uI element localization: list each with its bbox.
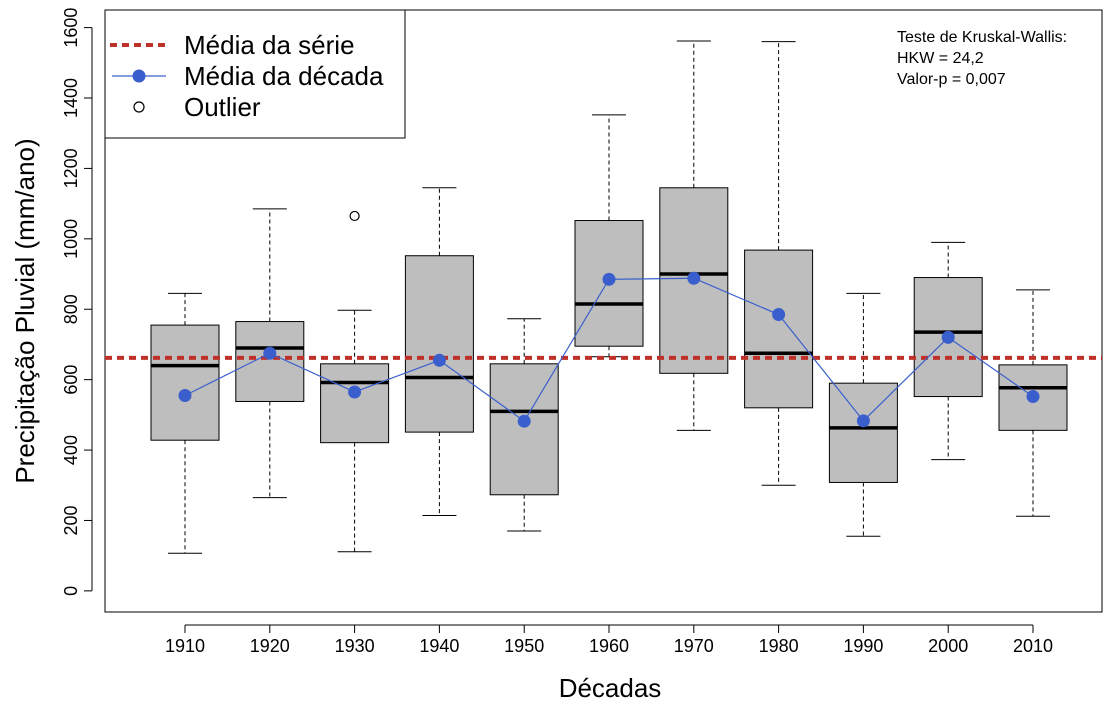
y-tick-label: 800 [61, 294, 81, 324]
box-group [659, 40, 729, 431]
y-axis-title: Precipitação Pluvial (mm/ano) [10, 138, 40, 483]
decade-mean-point [602, 272, 616, 286]
box-group [998, 289, 1068, 517]
decade-mean-point [348, 385, 362, 399]
box-group [320, 210, 390, 553]
y-tick-label: 0 [61, 586, 81, 596]
x-tick-label: 1920 [250, 636, 290, 656]
box-group [913, 241, 983, 461]
decade-mean-point [941, 330, 955, 344]
legend-label-outlier: Outlier [184, 92, 261, 122]
decade-mean-point [772, 308, 786, 322]
y-tick-label: 400 [61, 435, 81, 465]
legend-decade-mean-point [132, 69, 146, 83]
kruskal-wallis-annotation: Teste de Kruskal-Wallis: HKW = 24,2 Valo… [897, 29, 1067, 88]
box-iqr [744, 249, 814, 409]
x-tick-label: 2000 [928, 636, 968, 656]
plot-frame [104, 9, 1103, 613]
box-group [744, 41, 814, 486]
legend-box [104, 9, 406, 139]
decade-mean-point [856, 414, 870, 428]
x-tick-label: 1990 [843, 636, 883, 656]
box-iqr [489, 363, 559, 496]
legend: Média da série Média da década Outlier [104, 9, 406, 139]
box-group [150, 292, 220, 554]
legend-outlier-marker [133, 101, 145, 113]
y-tick-label: 200 [61, 505, 81, 535]
decade-mean-point [432, 353, 446, 367]
x-tick-label: 1970 [674, 636, 714, 656]
decade-mean-point [178, 388, 192, 402]
box-iqr [150, 324, 220, 441]
x-axis-title: Décadas [559, 673, 662, 702]
y-axis: 0 200 400 600 800 1000 1200 1400 1600 [61, 8, 93, 596]
decade-mean-point [687, 271, 701, 285]
y-tick-label: 600 [61, 365, 81, 395]
box-group [489, 318, 559, 532]
x-tick-label: 1980 [759, 636, 799, 656]
decade-mean-point [263, 346, 277, 360]
annotation-line-2: HKW = 24,2 [897, 50, 984, 67]
decade-mean-layer [178, 271, 1040, 428]
boxes-layer [150, 40, 1068, 554]
x-tick-label: 1930 [335, 636, 375, 656]
y-tick-label: 1000 [61, 219, 81, 259]
x-tick-label: 1910 [165, 636, 205, 656]
box-group [828, 292, 898, 537]
outlier-point [349, 210, 360, 222]
x-tick-label: 2010 [1013, 636, 1053, 656]
box-iqr [828, 382, 898, 483]
annotation-line-3: Valor-p = 0,007 [897, 71, 1006, 88]
decade-mean-point [1026, 390, 1040, 404]
y-tick-label: 1400 [61, 78, 81, 118]
y-tick-label: 1600 [61, 8, 81, 48]
box-group [574, 114, 644, 358]
x-tick-label: 1950 [504, 636, 544, 656]
box-iqr [320, 363, 390, 444]
x-tick-label: 1940 [419, 636, 459, 656]
box-group [404, 187, 474, 517]
decade-mean-point [517, 414, 531, 428]
y-tick-label: 1200 [61, 148, 81, 188]
box-group [235, 208, 305, 499]
x-tick-label: 1960 [589, 636, 629, 656]
box-iqr [404, 255, 474, 433]
legend-label-series-mean: Média da série [184, 30, 355, 60]
box-iqr [235, 321, 305, 402]
x-axis: 1910 1920 1930 1940 1950 1960 1970 1980 1990 2000… [165, 624, 1053, 656]
legend-label-decade-mean: Média da década [184, 61, 384, 91]
annotation-line-1: Teste de Kruskal-Wallis: [897, 29, 1067, 46]
